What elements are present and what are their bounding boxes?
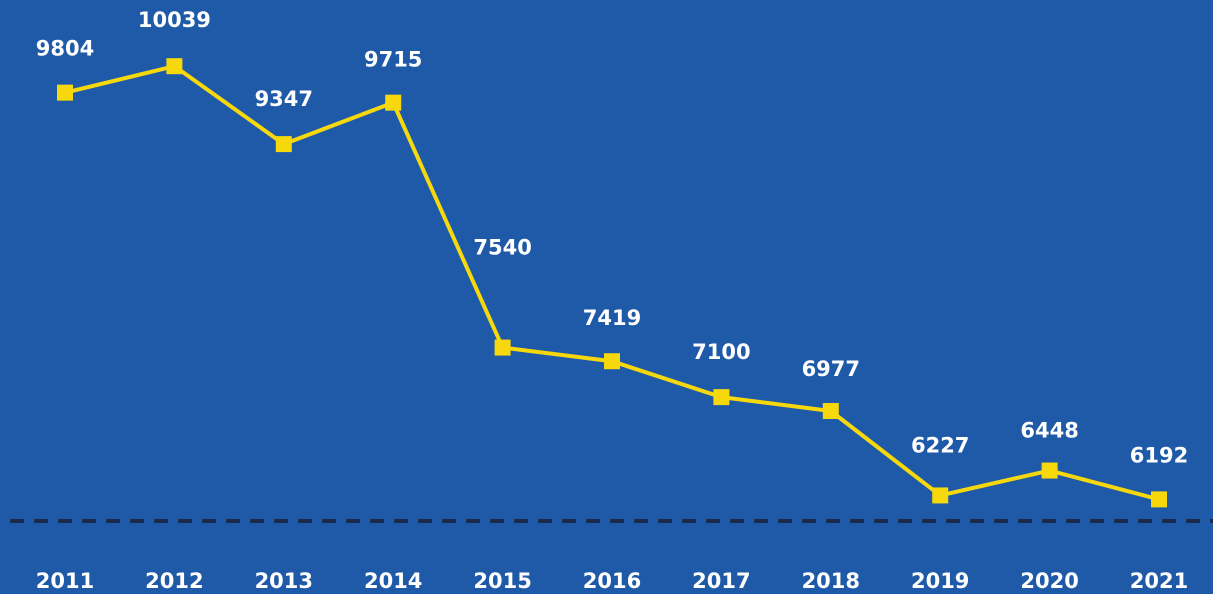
x-tick-label: 2012	[145, 569, 203, 593]
data-label: 6448	[1020, 419, 1078, 443]
data-label: 9804	[36, 37, 94, 61]
marker	[932, 487, 949, 504]
marker	[713, 389, 730, 406]
x-tick-label: 2017	[692, 569, 750, 593]
x-tick-label: 2014	[364, 569, 422, 593]
x-tick-label: 2018	[802, 569, 860, 593]
marker	[1151, 491, 1167, 508]
data-label: 9715	[364, 48, 422, 72]
marker	[822, 402, 839, 419]
marker	[166, 58, 183, 75]
data-label: 7540	[473, 236, 531, 260]
data-label: 10039	[138, 8, 211, 32]
x-tick-label: 2021	[1130, 569, 1188, 593]
data-label: 7419	[583, 306, 641, 330]
x-tick-label: 2016	[583, 569, 641, 593]
x-tick-label: 2015	[473, 569, 531, 593]
x-tick-label: 2013	[255, 569, 313, 593]
data-label: 6977	[802, 357, 860, 381]
marker	[494, 339, 511, 356]
data-label: 6227	[911, 433, 969, 457]
data-label: 9347	[255, 87, 313, 111]
marker	[57, 84, 73, 101]
data-label: 7100	[692, 340, 750, 364]
x-tick-label: 2011	[36, 569, 94, 593]
marker	[385, 94, 402, 111]
x-tick-label: 2020	[1020, 569, 1078, 593]
marker	[275, 136, 292, 153]
marker	[1041, 462, 1058, 479]
x-tick-label: 2019	[911, 569, 969, 593]
marker	[604, 353, 620, 370]
data-label: 6192	[1130, 443, 1188, 467]
